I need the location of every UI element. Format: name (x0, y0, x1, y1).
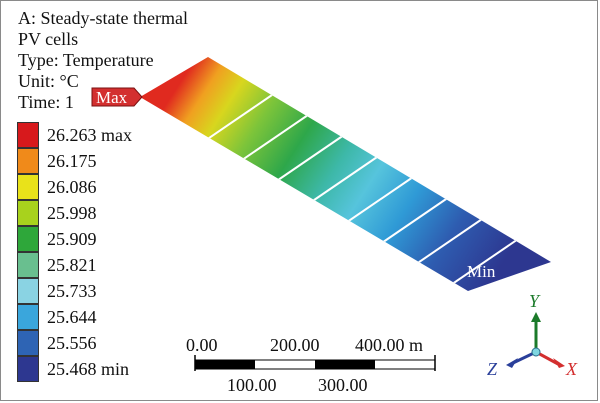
axis-x-label: X (566, 359, 577, 379)
legend-label: 25.733 (47, 281, 97, 301)
legend-swatch (17, 200, 39, 226)
legend-swatch (17, 174, 39, 200)
legend-label: 25.909 (47, 229, 97, 249)
cell-divider (441, 234, 525, 291)
legend-label: 25.644 (47, 307, 97, 327)
legend-swatch (17, 252, 39, 278)
analysis-title: A: Steady-state thermal (18, 8, 188, 28)
scale-tick-label: 300.00 (318, 375, 368, 395)
cell-divider (405, 214, 489, 272)
legend-label: 25.821 (47, 255, 97, 275)
scale-tick-label: 100.00 (227, 375, 277, 395)
legend-label: 26.086 (47, 177, 97, 197)
analysis-info: A: Steady-state thermal PV cells Type: T… (18, 8, 188, 113)
max-probe: Max (91, 87, 143, 107)
legend-label: 25.468 min (47, 359, 130, 379)
max-probe-flag (91, 87, 143, 107)
legend-swatch (17, 226, 39, 252)
legend-swatch (17, 278, 39, 304)
scale-tick-label: 0.00 (186, 335, 218, 355)
axis-z-label: Z (487, 359, 498, 379)
legend-swatch (17, 148, 39, 174)
legend-swatch (17, 304, 39, 330)
legend-label: 25.556 (47, 333, 97, 353)
legend-swatch (17, 330, 39, 356)
legend-label: 26.263 max (47, 125, 132, 145)
max-probe-label: Max (96, 88, 128, 107)
axis-y-label: Y (529, 291, 540, 311)
legend-label: 26.175 (47, 151, 97, 171)
result-time: Time: 1 (18, 92, 74, 112)
scale-tick-label: 400.00 m (355, 335, 424, 355)
legend-swatch (17, 122, 39, 148)
legend-swatch (17, 356, 39, 382)
min-probe-label: Min (467, 262, 496, 281)
result-unit: Unit: °C (18, 71, 79, 91)
legend-label: 25.998 (47, 203, 97, 223)
body-name: PV cells (18, 29, 79, 49)
scale-tick-label: 200.00 (270, 335, 320, 355)
result-type: Type: Temperature (18, 50, 154, 70)
